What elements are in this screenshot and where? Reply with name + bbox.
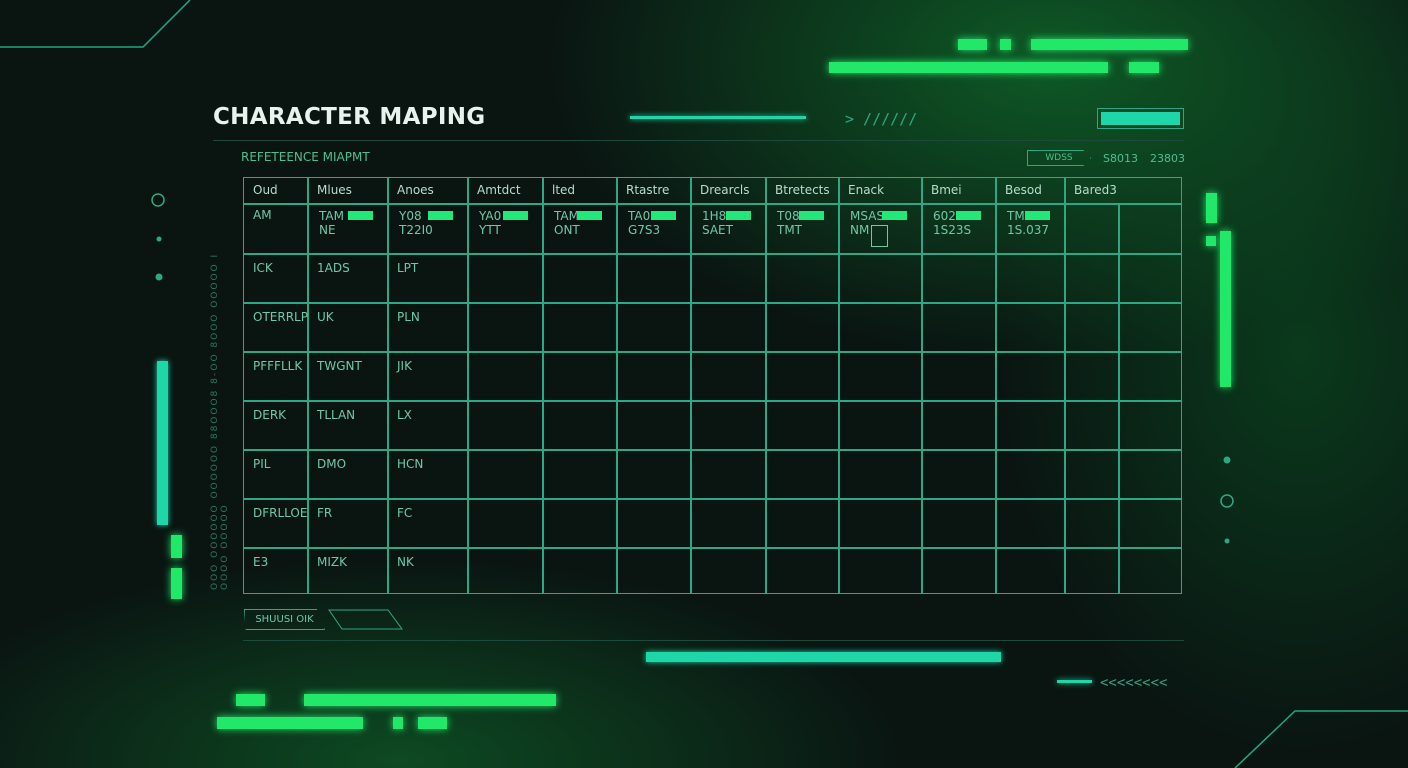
grid-row-line: [244, 400, 1181, 402]
grid-row-line: [244, 449, 1181, 451]
grid-row-line: [244, 302, 1181, 304]
table-cell: T22I0: [399, 223, 433, 237]
column-header: Besod: [1005, 183, 1042, 197]
cursor-box: [871, 225, 888, 247]
secondary-button[interactable]: [328, 609, 403, 630]
grid-row-line: [244, 253, 1181, 255]
svg-text:<<<<<<<<: <<<<<<<<: [1100, 675, 1167, 691]
column-header: Bmei: [931, 183, 962, 197]
table-cell: TAM: [554, 209, 579, 223]
stat-2: 23803: [1150, 152, 1185, 165]
side-readout: OOO OOOOOO OOOOOO 88OOO8 8-OO 8OOO OOOOO…: [210, 252, 230, 590]
table-cell: UK: [317, 310, 334, 324]
show-button[interactable]: SHUUSI OIK: [244, 609, 325, 630]
column-header: Anoes: [397, 183, 434, 197]
table-cell: NE: [319, 223, 336, 237]
table-cell: DFRLLOE: [253, 506, 308, 520]
column-header: Mlues: [317, 183, 352, 197]
table-cell: 1ADS: [317, 261, 350, 275]
subtitle: REFETEENCE MIAPMT: [241, 150, 370, 164]
table-cell: ONT: [554, 223, 580, 237]
table-cell: TWGNT: [317, 359, 362, 373]
grid-column-line: [921, 178, 923, 593]
table-cell: FC: [397, 506, 413, 520]
grid-column-line: [690, 178, 692, 593]
table-cell: Y08: [399, 209, 422, 223]
status-indicator: [348, 211, 373, 220]
table-cell: YA0: [479, 209, 502, 223]
column-header: lted: [552, 183, 576, 197]
grid-column-line: [838, 178, 840, 593]
column-header: Oud: [253, 183, 278, 197]
table-cell: NM: [850, 223, 870, 237]
table-cell: JIK: [397, 359, 412, 373]
grid-column-line: [387, 178, 389, 593]
table-cell: MSAS: [850, 209, 885, 223]
table-cell: SAET: [702, 223, 733, 237]
grid-column-line: [1118, 204, 1120, 593]
status-indicator: [503, 211, 528, 220]
table-cell: OTERRLP: [253, 310, 308, 324]
table-cell: 6022: [933, 209, 964, 223]
column-header: Enack: [848, 183, 885, 197]
table-cell: 1S23S: [933, 223, 972, 237]
column-header: Bared3: [1074, 183, 1117, 197]
table-cell: G7S3: [628, 223, 661, 237]
grid-row-line: [244, 547, 1181, 549]
grid-row-line: [244, 498, 1181, 500]
grid-column-line: [616, 178, 618, 593]
table-cell: 1H8: [702, 209, 727, 223]
show-button-label: SHUUSI OIK: [255, 614, 314, 625]
status-indicator: [428, 211, 453, 220]
grid-column-line: [765, 178, 767, 593]
status-indicator: [799, 211, 824, 220]
table-cell: TLLAN: [317, 408, 356, 422]
table-cell: TA0: [628, 209, 651, 223]
table-cell: FR: [317, 506, 333, 520]
table-cell: 1S.037: [1007, 223, 1049, 237]
status-indicator: [882, 211, 907, 220]
table-cell: PIL: [253, 457, 271, 471]
mapping-table: Oud Mlues Anoes Amtdct lted Rtastre Drearcls Bt…: [243, 177, 1182, 594]
badge-label: WDSS: [1045, 153, 1073, 163]
table-cell: LX: [397, 408, 412, 422]
table-cell: TAM: [319, 209, 344, 223]
grid-row-line: [244, 203, 1181, 205]
status-indicator: [956, 211, 981, 220]
column-header: Btretects: [775, 183, 830, 197]
grid-column-line: [542, 178, 544, 593]
table-cell: T08: [777, 209, 800, 223]
table-cell: MIZK: [317, 555, 347, 569]
table-cell: TMT: [777, 223, 803, 237]
grid-column-line: [467, 178, 469, 593]
table-cell: ICK: [253, 261, 273, 275]
column-header: Drearcls: [700, 183, 750, 197]
status-indicator: [1025, 211, 1050, 220]
status-indicator: [651, 211, 676, 220]
status-indicator: [577, 211, 602, 220]
table-cell: NK: [397, 555, 414, 569]
stat-1: S8013: [1103, 152, 1138, 165]
grid-column-line: [995, 178, 997, 593]
table-cell: DERK: [253, 408, 287, 422]
header-indicator: [1097, 108, 1184, 129]
column-header: Amtdct: [477, 183, 521, 197]
table-cell: YTT: [479, 223, 501, 237]
table-cell: HCN: [397, 457, 424, 471]
table-cell: PLN: [397, 310, 420, 324]
page-title: CHARACTER MAPING: [213, 104, 486, 130]
grid-column-line: [1064, 178, 1066, 593]
table-cell: DMO: [317, 457, 347, 471]
svg-text:> //////: > //////: [845, 110, 917, 128]
table-cell: E3: [253, 555, 269, 569]
column-header: Rtastre: [626, 183, 670, 197]
table-cell: AM: [253, 208, 272, 222]
grid-row-line: [244, 351, 1181, 353]
mode-badge[interactable]: WDSS: [1027, 150, 1091, 166]
table-cell: LPT: [397, 261, 419, 275]
grid-column-line: [307, 178, 309, 593]
table-cell: PFFFLLK: [253, 359, 303, 373]
status-indicator: [726, 211, 751, 220]
